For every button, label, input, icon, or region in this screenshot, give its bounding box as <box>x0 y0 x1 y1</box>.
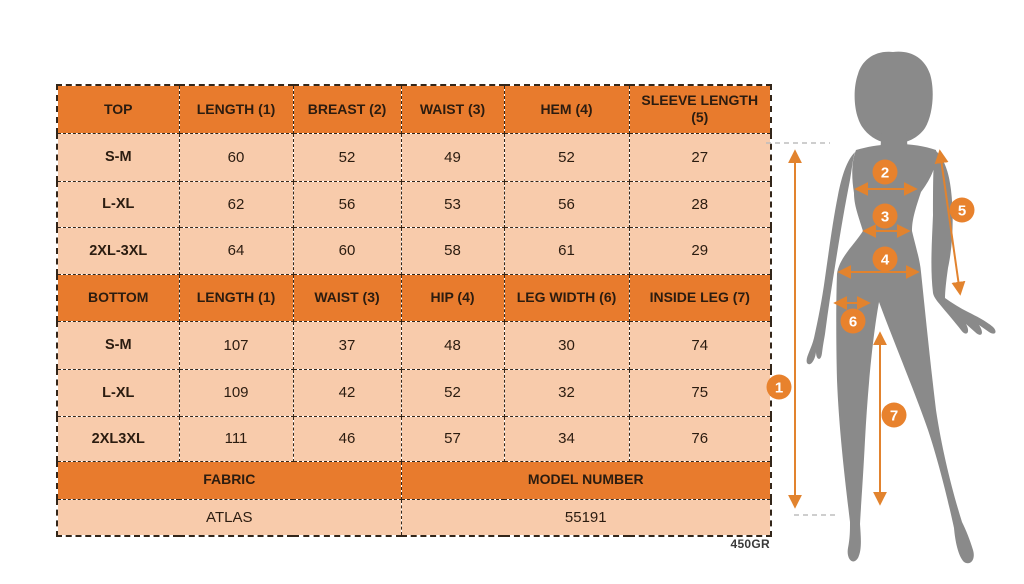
reference-dashed-lines <box>766 142 836 516</box>
header-cell: LENGTH (1) <box>178 84 294 134</box>
header-cell: HIP (4) <box>400 273 505 322</box>
header-cell: LENGTH (1) <box>178 273 294 322</box>
measurement-figure: 1 2 3 4 5 <box>758 0 1024 584</box>
size-cell: S-M <box>56 132 180 182</box>
table-row: 2XL-3XL 64 60 58 61 29 <box>56 226 772 275</box>
value-cell: 76 <box>628 415 772 462</box>
header-cell: SLEEVE LENGTH (5) <box>628 84 772 134</box>
value-cell: 52 <box>503 132 630 182</box>
size-cell: L-XL <box>56 180 180 228</box>
header-cell: WAIST (3) <box>292 273 402 322</box>
value-cell: 56 <box>292 180 402 228</box>
female-silhouette-icon <box>806 51 996 564</box>
table-row: L-XL 62 56 53 56 28 <box>56 180 772 228</box>
value-cell: 42 <box>292 368 402 417</box>
value-cell: 27 <box>628 132 772 182</box>
table-row: S-M 107 37 48 30 74 <box>56 320 772 370</box>
marker-2: 2 <box>872 159 898 185</box>
value-cell: 53 <box>400 180 505 228</box>
value-cell: 64 <box>178 226 294 275</box>
value-cell: 29 <box>628 226 772 275</box>
size-table: TOP LENGTH (1) BREAST (2) WAIST (3) HEM … <box>56 84 772 537</box>
table-row-top-header: TOP LENGTH (1) BREAST (2) WAIST (3) HEM … <box>56 84 772 134</box>
weight-note: 450GR <box>730 537 770 551</box>
header-cell: LEG WIDTH (6) <box>503 273 630 322</box>
value-cell: 58 <box>400 226 505 275</box>
value-cell: 32 <box>503 368 630 417</box>
svg-text:6: 6 <box>849 314 857 331</box>
sleeve-arrow-5 <box>934 149 966 296</box>
svg-text:1: 1 <box>775 380 783 397</box>
value-cell: 75 <box>628 368 772 417</box>
table-row: L-XL 109 42 52 32 75 <box>56 368 772 417</box>
size-cell: 2XL-3XL <box>56 226 180 275</box>
header-cell: INSIDE LEG (7) <box>628 273 772 322</box>
value-cell: 28 <box>628 180 772 228</box>
value-cell: 74 <box>628 320 772 370</box>
svg-text:5: 5 <box>958 203 966 220</box>
size-cell: L-XL <box>56 368 180 417</box>
value-cell: 57 <box>400 415 505 462</box>
measurement-arrows <box>788 149 966 509</box>
svg-text:7: 7 <box>890 408 898 425</box>
marker-6: 6 <box>840 308 866 334</box>
svg-text:4: 4 <box>881 252 890 269</box>
fabric-value-cell: ATLAS <box>56 498 402 537</box>
value-cell: 34 <box>503 415 630 462</box>
svg-text:2: 2 <box>881 165 889 182</box>
value-cell: 52 <box>400 368 505 417</box>
header-cell: WAIST (3) <box>400 84 505 134</box>
value-cell: 30 <box>503 320 630 370</box>
value-cell: 48 <box>400 320 505 370</box>
value-cell: 52 <box>292 132 402 182</box>
table-row-footer-values: ATLAS 55191 <box>56 498 772 537</box>
marker-5: 5 <box>949 197 975 223</box>
header-cell: HEM (4) <box>503 84 630 134</box>
table-row: 2XL3XL 111 46 57 34 76 <box>56 415 772 462</box>
value-cell: 60 <box>178 132 294 182</box>
marker-1: 1 <box>766 374 792 400</box>
value-cell: 109 <box>178 368 294 417</box>
measurement-markers: 1 2 3 4 5 <box>766 159 975 428</box>
svg-text:3: 3 <box>881 209 889 226</box>
value-cell: 60 <box>292 226 402 275</box>
marker-3: 3 <box>872 203 898 229</box>
marker-7: 7 <box>881 402 907 428</box>
value-cell: 61 <box>503 226 630 275</box>
model-number-value-cell: 55191 <box>400 498 772 537</box>
value-cell: 37 <box>292 320 402 370</box>
fabric-label-cell: FABRIC <box>56 460 402 500</box>
header-cell: BOTTOM <box>56 273 180 322</box>
value-cell: 49 <box>400 132 505 182</box>
header-cell: BREAST (2) <box>292 84 402 134</box>
model-number-label-cell: MODEL NUMBER <box>400 460 772 500</box>
header-cell: TOP <box>56 84 180 134</box>
value-cell: 46 <box>292 415 402 462</box>
size-cell: 2XL3XL <box>56 415 180 462</box>
marker-4: 4 <box>872 246 898 272</box>
value-cell: 56 <box>503 180 630 228</box>
value-cell: 111 <box>178 415 294 462</box>
female-silhouette-diagram: 1 2 3 4 5 <box>766 51 996 564</box>
table-row: S-M 60 52 49 52 27 <box>56 132 772 182</box>
value-cell: 62 <box>178 180 294 228</box>
size-cell: S-M <box>56 320 180 370</box>
table-row-bottom-header: BOTTOM LENGTH (1) WAIST (3) HIP (4) LEG … <box>56 273 772 322</box>
table-row-footer-header: FABRIC MODEL NUMBER <box>56 460 772 500</box>
value-cell: 107 <box>178 320 294 370</box>
